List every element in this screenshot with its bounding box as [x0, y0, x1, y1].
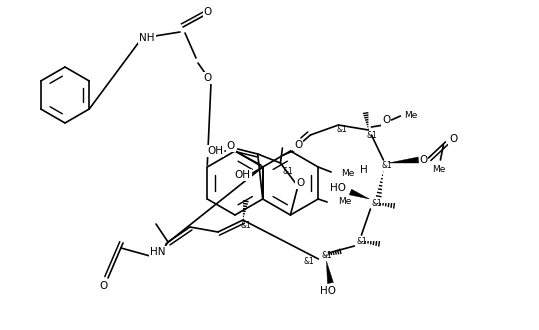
- Text: &1: &1: [303, 256, 314, 266]
- Text: OH: OH: [234, 170, 251, 180]
- Text: O: O: [294, 140, 302, 150]
- Text: O: O: [204, 73, 212, 83]
- Text: HN: HN: [150, 247, 166, 257]
- Text: NH: NH: [139, 33, 155, 43]
- Text: Me: Me: [341, 170, 355, 179]
- Text: &1: &1: [282, 167, 293, 176]
- Text: &1: &1: [240, 220, 251, 229]
- Text: HO: HO: [330, 183, 347, 193]
- Text: OH: OH: [207, 146, 223, 156]
- Text: O: O: [204, 7, 212, 17]
- Text: H: H: [360, 165, 367, 175]
- Text: &1: &1: [366, 130, 377, 140]
- Text: Me: Me: [432, 166, 445, 175]
- Text: Me: Me: [338, 197, 351, 207]
- Polygon shape: [349, 189, 369, 199]
- Text: &1: &1: [321, 251, 332, 260]
- Polygon shape: [389, 157, 419, 163]
- Text: Me: Me: [404, 111, 418, 119]
- Text: O: O: [382, 115, 391, 125]
- Text: &1: &1: [356, 237, 367, 246]
- Text: &1: &1: [381, 160, 392, 170]
- Text: O: O: [419, 155, 427, 165]
- Text: O: O: [226, 141, 235, 151]
- Text: O: O: [450, 134, 458, 144]
- Polygon shape: [327, 261, 334, 283]
- Text: HO: HO: [320, 286, 336, 296]
- Text: O: O: [296, 178, 305, 188]
- Text: &1: &1: [336, 125, 347, 135]
- Text: O: O: [99, 281, 107, 291]
- Text: &1: &1: [371, 199, 382, 208]
